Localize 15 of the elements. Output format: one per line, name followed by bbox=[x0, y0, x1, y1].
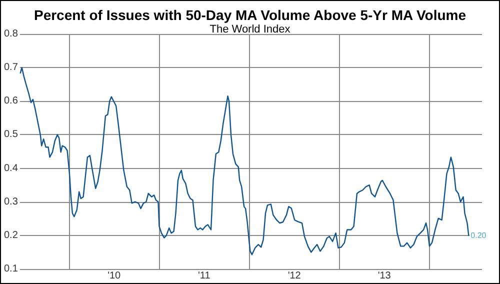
y-tick-label: 0.5 bbox=[4, 129, 18, 140]
y-tick-label: 0.2 bbox=[4, 230, 18, 241]
x-tick-label: '10 bbox=[108, 270, 122, 282]
chart-subtitle: The World Index bbox=[210, 24, 291, 36]
data-label: 0.20 bbox=[470, 230, 487, 240]
y-tick-label: 0.6 bbox=[4, 96, 18, 107]
y-tick-label: 0.1 bbox=[4, 264, 18, 274]
y-tick-label: 0.3 bbox=[4, 196, 18, 208]
y-tick-label: 0.7 bbox=[4, 62, 18, 74]
y-tick-label: 0.4 bbox=[4, 162, 18, 174]
x-tick-label: '12 bbox=[288, 270, 302, 282]
x-tick-label: '11 bbox=[198, 270, 211, 282]
y-tick-label: 0.8 bbox=[4, 28, 18, 40]
x-tick-label: '13 bbox=[378, 270, 392, 282]
chart-title: Percent of Issues with 50-Day MA Volume Above 5-Yr MA Volume bbox=[34, 7, 466, 23]
